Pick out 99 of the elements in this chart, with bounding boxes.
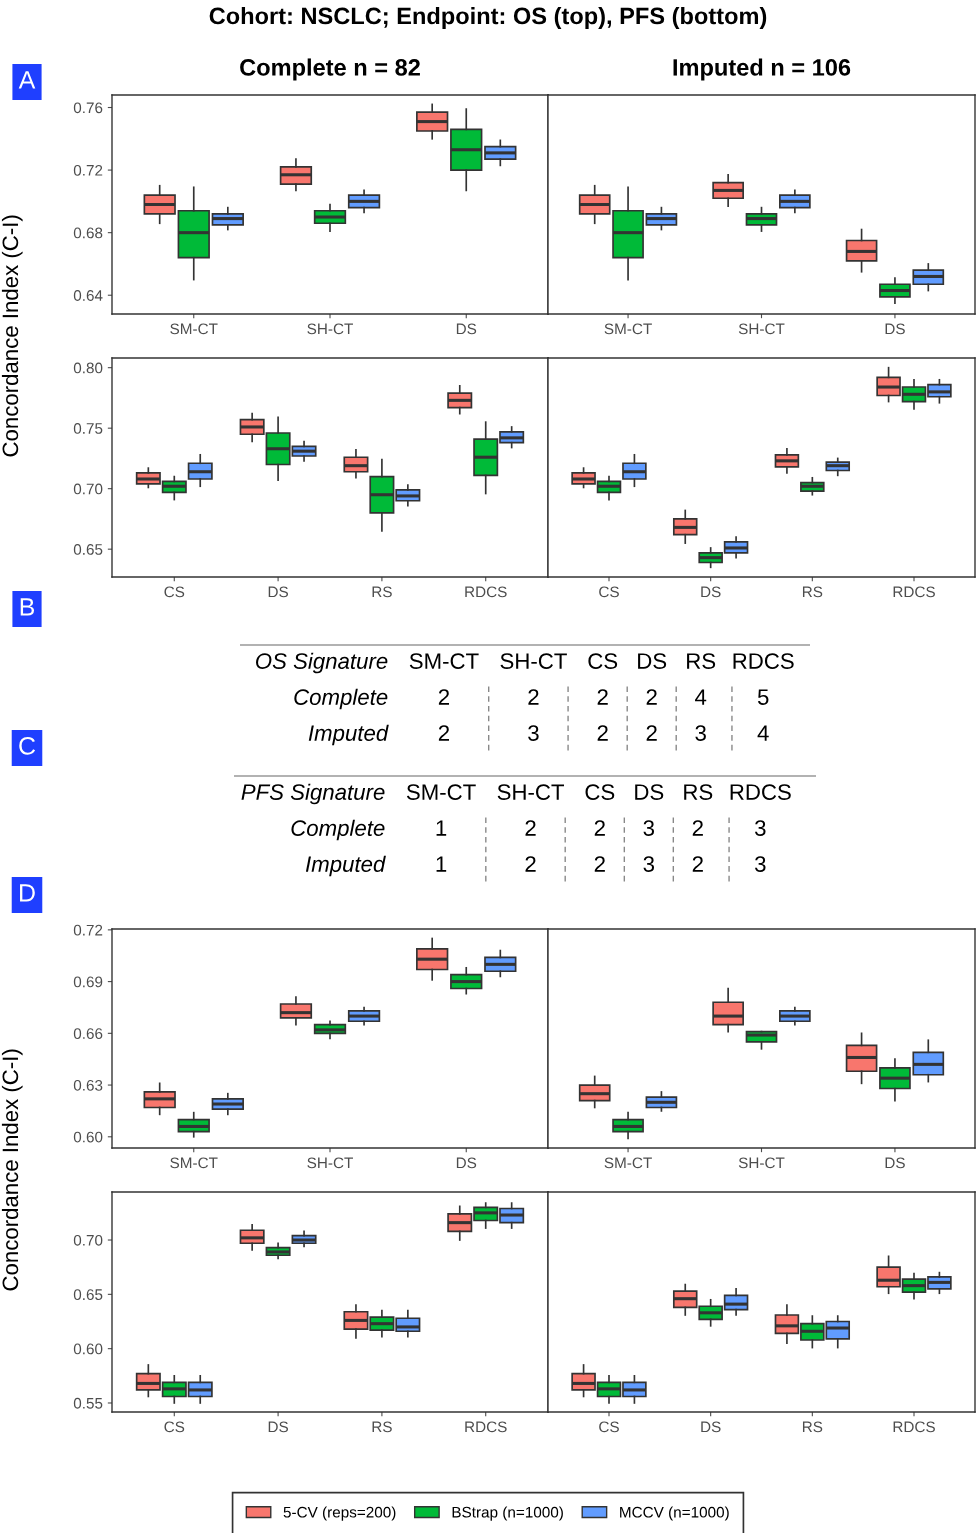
y-tick-label: 0.69 [73, 976, 103, 988]
x-tick-label: RS [802, 1421, 823, 1433]
text: Cohort: NSCLC; Endpoint: OS (top), PFS (bottom) [209, 7, 767, 29]
x-tick-label: CS [599, 586, 619, 598]
category-label: DS [635, 784, 664, 800]
category-label: Imputed [305, 855, 386, 877]
x-tick-label: RDCS [893, 1421, 935, 1433]
text: 4 [757, 725, 769, 741]
x-tick-label: DS [456, 323, 477, 335]
text: 3 [695, 725, 706, 741]
category-label: DS [638, 653, 667, 669]
category-label: Complete [294, 688, 388, 710]
category-label: RS [687, 653, 716, 669]
x-tick-label: DS [456, 1157, 477, 1169]
text: 2 [597, 689, 608, 705]
text: 2 [692, 856, 703, 872]
text: 3 [754, 856, 766, 872]
y-tick-label: 0.65 [73, 1289, 103, 1301]
x-tick-label: CS [164, 1421, 185, 1433]
y-tick-label: 0.75 [73, 423, 103, 434]
text: 5 [757, 689, 769, 705]
x-tick-label: SM-CT [170, 1157, 218, 1169]
x-tick-label: CS [164, 586, 185, 598]
text: 2 [646, 725, 657, 741]
text: 3 [643, 856, 655, 872]
text: 1 [436, 820, 447, 836]
y-tick-label: 0.66 [73, 1028, 103, 1040]
chart-title: Imputed n = 106 [673, 58, 851, 81]
legend-label: 5-CV (reps=200) [283, 1506, 396, 1521]
text: 1 [436, 856, 447, 872]
x-tick-label: SH-CT [738, 1157, 785, 1169]
text: 2 [597, 725, 608, 741]
x-tick-label: DS [268, 586, 289, 598]
y-tick-label: 0.60 [73, 1343, 103, 1355]
legend-label: BStrap (n=1000) [452, 1506, 563, 1521]
x-tick-label: DS [885, 323, 905, 335]
text: 2 [692, 820, 703, 836]
text: 2 [646, 689, 657, 705]
y-axis-title: Concordance Index (C-I) [1, 1049, 23, 1291]
text: 3 [528, 725, 539, 741]
x-tick-label: RS [372, 586, 392, 598]
category-label: SM-CT [406, 784, 476, 800]
x-tick-label: SM-CT [170, 323, 218, 335]
text: 2 [438, 725, 450, 741]
text: 2 [525, 820, 536, 836]
x-tick-label: DS [701, 586, 721, 598]
y-tick-label: 0.65 [73, 544, 103, 555]
x-tick-label: SM-CT [604, 1157, 652, 1169]
x-tick-label: RDCS [893, 586, 935, 598]
x-tick-label: RS [802, 586, 823, 598]
text: OS Signature [256, 652, 388, 674]
category-label: Imputed [308, 724, 389, 746]
x-tick-label: SH-CT [307, 1157, 353, 1169]
category-label: RDCS [730, 784, 791, 800]
text: 3 [643, 820, 655, 836]
y-tick-label: 0.72 [73, 164, 103, 176]
text: 2 [594, 820, 605, 836]
x-tick-label: RS [372, 1421, 392, 1433]
y-tick-label: 0.80 [73, 362, 103, 374]
y-tick-label: 0.70 [73, 483, 103, 495]
x-tick-label: SH-CT [307, 323, 353, 335]
category-label: SH-CT [500, 653, 567, 669]
y-axis-title: Concordance Index (C-I) [1, 215, 23, 457]
x-tick-label: DS [701, 1421, 721, 1433]
y-tick-label: 0.64 [73, 290, 103, 301]
text: A [18, 71, 36, 89]
category-label: CS [588, 653, 618, 669]
x-tick-label: RDCS [465, 1421, 507, 1433]
text: 3 [754, 820, 766, 836]
text: 2 [525, 856, 536, 872]
text: C [19, 737, 36, 755]
y-tick-label: 0.60 [73, 1131, 103, 1143]
category-label: RDCS [733, 653, 794, 669]
text: 2 [528, 689, 539, 705]
category-label: RS [684, 784, 713, 800]
y-tick-label: 0.63 [73, 1079, 103, 1091]
chart-title: Complete n = 82 [240, 58, 420, 81]
x-tick-label: SM-CT [604, 323, 652, 335]
y-tick-label: 0.72 [73, 924, 103, 936]
x-tick-label: SH-CT [738, 323, 785, 335]
x-tick-label: DS [268, 1421, 289, 1433]
text: PFS Signature [241, 783, 385, 805]
category-label: Complete [291, 819, 385, 841]
x-tick-label: CS [599, 1421, 619, 1433]
y-tick-label: 0.55 [73, 1397, 103, 1409]
x-tick-label: RDCS [465, 586, 507, 598]
text: B [20, 598, 35, 616]
text: 2 [438, 689, 450, 705]
legend-label: MCCV (n=1000) [620, 1506, 729, 1521]
text: D [20, 884, 35, 902]
category-label: CS [585, 784, 615, 800]
category-label: SH-CT [497, 784, 565, 800]
y-tick-label: 0.68 [73, 227, 103, 239]
text: 2 [594, 856, 605, 872]
y-tick-label: 0.70 [73, 1234, 103, 1246]
category-label: SM-CT [409, 653, 479, 669]
text: 4 [695, 689, 707, 705]
y-tick-label: 0.76 [73, 102, 103, 114]
x-tick-label: DS [885, 1157, 905, 1169]
